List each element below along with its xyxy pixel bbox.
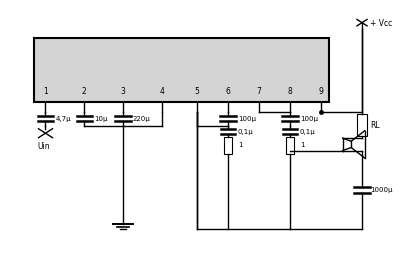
FancyBboxPatch shape <box>34 38 329 102</box>
Text: 1: 1 <box>300 142 304 148</box>
Text: 7: 7 <box>257 87 262 96</box>
Text: 4: 4 <box>160 87 164 96</box>
Bar <box>224 137 232 153</box>
Text: 8: 8 <box>288 87 292 96</box>
Text: 1000μ: 1000μ <box>370 187 393 193</box>
Bar <box>357 114 367 136</box>
Text: 220μ: 220μ <box>133 116 151 122</box>
Text: 5: 5 <box>194 87 200 96</box>
Text: 0,1μ: 0,1μ <box>300 129 316 135</box>
Text: 10μ: 10μ <box>94 116 108 122</box>
Text: 0,1μ: 0,1μ <box>238 129 254 135</box>
Text: + Vcc: + Vcc <box>370 19 392 28</box>
Text: 4,7μ: 4,7μ <box>55 116 71 122</box>
Text: 9: 9 <box>319 87 324 96</box>
Text: 3: 3 <box>121 87 126 96</box>
Text: 6: 6 <box>226 87 230 96</box>
Text: Uin: Uin <box>37 142 50 151</box>
Text: 1: 1 <box>238 142 242 148</box>
Text: 100μ: 100μ <box>238 116 256 122</box>
Bar <box>286 137 294 153</box>
Text: 1: 1 <box>43 87 48 96</box>
Text: 100μ: 100μ <box>300 116 318 122</box>
Text: RL: RL <box>370 121 380 130</box>
Text: 2: 2 <box>82 87 87 96</box>
